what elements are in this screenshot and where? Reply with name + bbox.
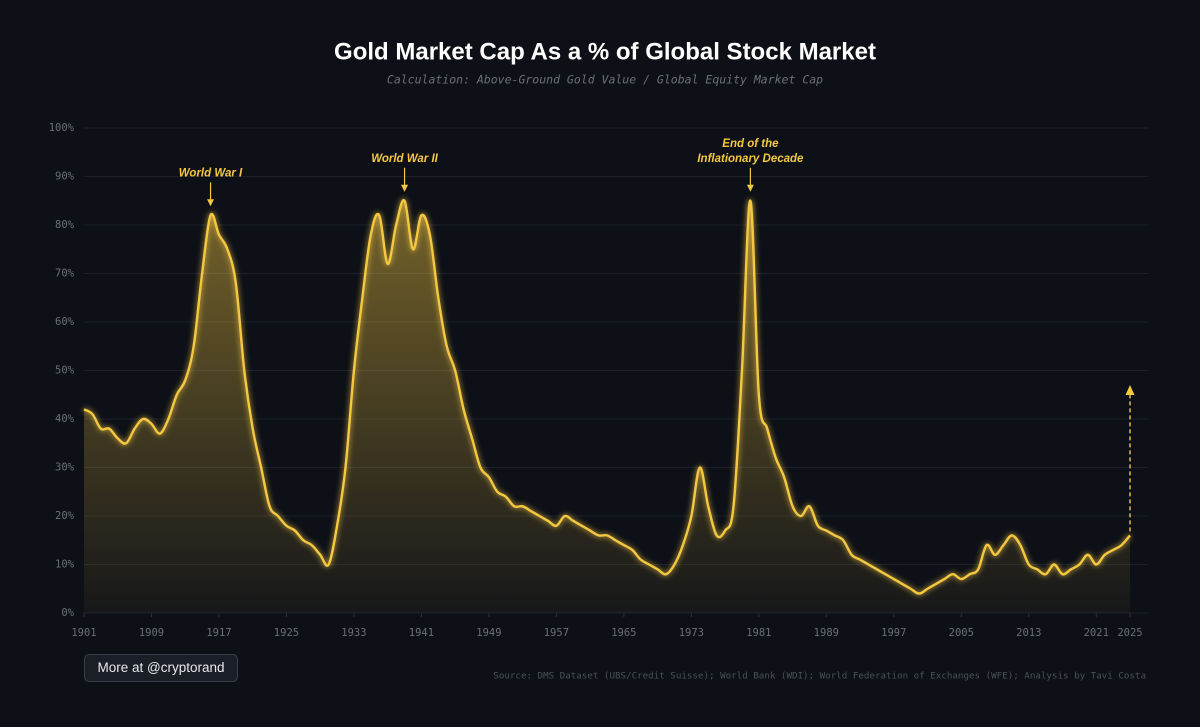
y-tick-label: 90% [55, 171, 75, 183]
x-tick-label: 2005 [949, 627, 974, 639]
x-tick-label: 1957 [544, 627, 569, 639]
annotation: World War II [371, 153, 438, 165]
y-tick-label: 70% [55, 268, 75, 280]
x-tick-label: 1973 [679, 627, 704, 639]
annotation: End of the [722, 138, 779, 150]
area [84, 200, 1130, 614]
x-tick-label: 1917 [206, 627, 231, 639]
x-tick-label: 1941 [409, 627, 434, 639]
y-tick-label: 100% [49, 122, 75, 134]
y-tick-label: 30% [55, 462, 75, 474]
x-tick-label: 1933 [341, 627, 366, 639]
chart-title: Gold Market Cap As a % of Global Stock M… [334, 38, 876, 65]
y-tick-label: 80% [55, 219, 75, 231]
x-tick-label: 1949 [476, 627, 501, 639]
source-note: Source: DMS Dataset (UBS/Credit Suisse);… [493, 671, 1146, 682]
y-tick-label: 10% [55, 559, 75, 571]
annotation-arrowhead [746, 184, 754, 192]
x-tick-label: 1925 [274, 627, 299, 639]
x-tick-label: 1997 [881, 627, 906, 639]
y-tick-label: 20% [55, 510, 75, 522]
x-tick-label: 1909 [139, 627, 164, 639]
annotation-arrowhead [401, 184, 409, 192]
y-tick-label: 60% [55, 316, 75, 328]
annotation: Inflationary Decade [697, 153, 804, 165]
y-tick-label: 0% [61, 607, 74, 619]
line [83, 198, 1131, 595]
more-button[interactable]: More at @cryptorand [84, 654, 238, 682]
x-tick-label: 2021 [1084, 627, 1109, 639]
upside-arrowhead [1125, 385, 1135, 396]
x-tick-label: 1981 [746, 627, 771, 639]
x-tick-label: 1901 [71, 627, 96, 639]
y-tick-label: 40% [55, 413, 75, 425]
chart-subtitle: Calculation: Above-Ground Gold Value / G… [387, 73, 823, 87]
annotation-arrowhead [207, 199, 215, 207]
y-tick-label: 50% [55, 365, 75, 377]
x-tick-label: 1989 [814, 627, 839, 639]
annotation: World War I [179, 167, 243, 179]
x-tick-label: 1965 [611, 627, 636, 639]
x-tick-label: 2025 [1117, 627, 1142, 639]
x-tick-label: 2013 [1016, 627, 1041, 639]
